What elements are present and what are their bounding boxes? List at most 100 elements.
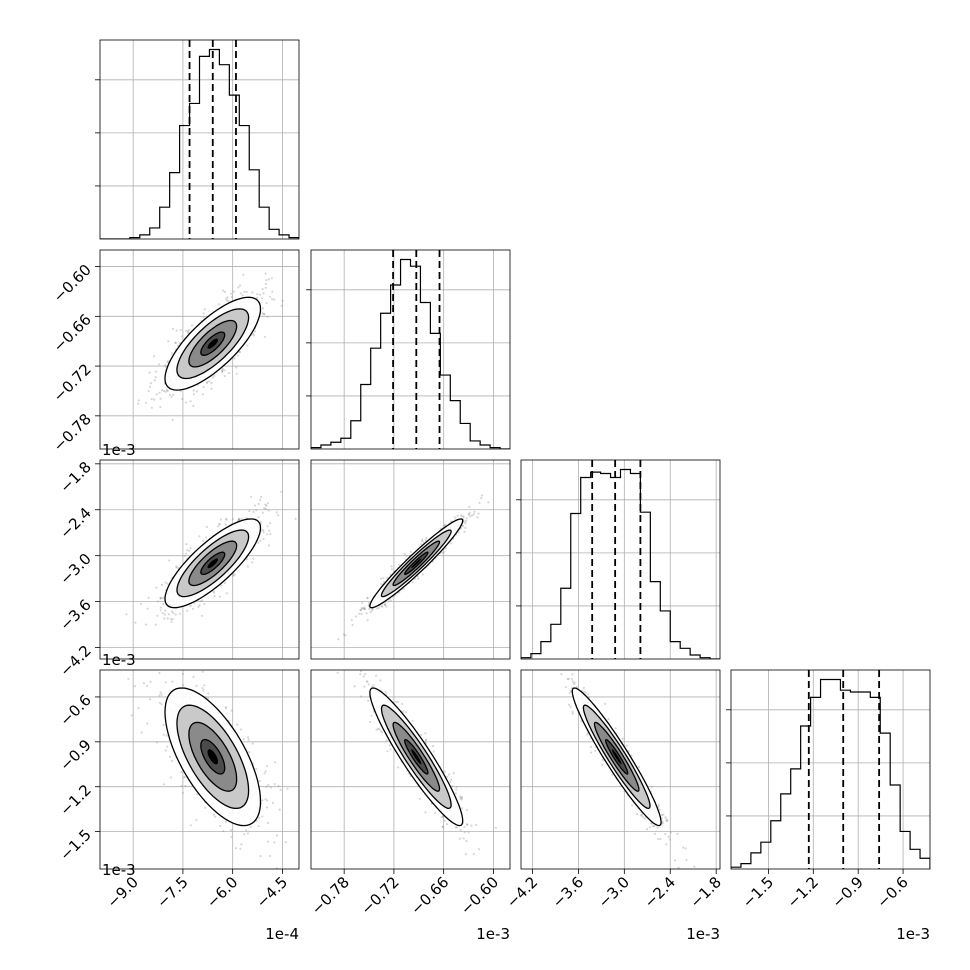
scatter-point [264, 798, 267, 801]
scatter-point [237, 286, 240, 289]
scatter-point [158, 363, 161, 366]
scatter-point [267, 278, 270, 281]
scatter-point [234, 847, 237, 850]
scatter-point [417, 577, 420, 580]
scatter-point [465, 517, 468, 520]
hist-panel-3 [516, 459, 721, 660]
scatter-point [260, 495, 263, 498]
scatter-point [200, 614, 203, 617]
scatter-point [224, 707, 228, 710]
scatter-point [229, 829, 232, 832]
hist-frame-2 [310, 249, 511, 450]
scatter-point [473, 510, 476, 513]
histogram-1 [100, 48, 299, 239]
scatter-point [252, 332, 255, 335]
scatter-point [363, 607, 366, 610]
scatter-point [475, 823, 478, 826]
scatter-point [245, 828, 248, 832]
scatter-point [242, 273, 245, 276]
scatter-point [465, 823, 469, 826]
scatter-point [409, 550, 412, 553]
scatter-point [182, 776, 185, 779]
scatter-point [184, 784, 187, 787]
scatter-point [449, 542, 453, 545]
scatter-point [404, 711, 408, 714]
scatter-point [198, 535, 201, 538]
scatter-point [651, 825, 655, 828]
scatter-point [257, 824, 260, 828]
hist-panel-1 [95, 39, 300, 240]
scatter-point [170, 610, 173, 613]
scatter-point [467, 512, 470, 516]
scatter-point [270, 277, 273, 280]
scatter-point [221, 369, 224, 372]
scatter-point [362, 662, 364, 664]
scatter-point [219, 523, 222, 526]
scatter-point [245, 558, 248, 561]
scatter-point [268, 529, 271, 532]
scatter-point [362, 675, 365, 678]
scatter-point [238, 350, 242, 353]
scatter-point [258, 779, 261, 783]
hist-frame-3 [520, 459, 721, 660]
scatter-point [382, 577, 385, 580]
scatter-point [446, 775, 449, 778]
scatter-point [387, 600, 390, 603]
scatter-point [390, 568, 393, 571]
scatter-point [370, 714, 373, 717]
histogram-3 [521, 468, 720, 659]
scatter-point [366, 596, 369, 599]
scatter-point [195, 390, 199, 393]
scatter-point [281, 299, 284, 302]
scatter-point [246, 344, 249, 347]
scatter-point [175, 329, 178, 332]
scatter-point [164, 390, 167, 393]
scatter-point [155, 370, 158, 373]
scatter-point [127, 677, 130, 680]
scatter-point [156, 600, 160, 603]
scatter-point [170, 620, 173, 624]
scatter-point [158, 391, 161, 394]
scatter-point [159, 609, 162, 612]
scatter-point [614, 727, 617, 730]
scatter-point [269, 522, 272, 525]
scatter-point [262, 537, 265, 541]
scatter-point [366, 619, 369, 622]
scatter-point [179, 390, 182, 393]
scatter-point [262, 529, 265, 532]
scatter-point [425, 738, 428, 741]
scatter-point [266, 315, 269, 318]
scatter-point [441, 825, 444, 829]
scatter-point [207, 697, 210, 700]
scatter-point [217, 522, 221, 526]
scatter-point [150, 397, 153, 401]
scatter-point [236, 723, 239, 726]
histogram-2 [311, 258, 510, 449]
scatter-point [263, 507, 266, 510]
scatter-point [160, 693, 163, 696]
scatter-point [420, 733, 423, 737]
scatter-point [480, 497, 483, 500]
scatter-point [117, 638, 119, 640]
scatter-point [261, 511, 264, 514]
scatter-point [163, 783, 166, 786]
scatter-point [164, 365, 167, 368]
scatter-point [386, 576, 389, 580]
scatter-point [464, 853, 467, 856]
scatter-point [369, 720, 372, 723]
scatter-point [158, 672, 161, 675]
scatter-point [342, 633, 345, 636]
density-core [207, 749, 218, 765]
scatter-point [269, 295, 272, 298]
scatter-point [264, 272, 267, 275]
scatter-point [204, 806, 207, 809]
density-panel-3-1 [100, 460, 299, 659]
scatter-point [381, 605, 384, 609]
scatter-point [461, 524, 465, 528]
scatter-point [137, 402, 140, 405]
scatter-point [477, 848, 481, 851]
scatter-point [360, 607, 363, 610]
scatter-point [187, 331, 190, 334]
scatter-point [377, 606, 380, 610]
scatter-point [460, 798, 463, 801]
